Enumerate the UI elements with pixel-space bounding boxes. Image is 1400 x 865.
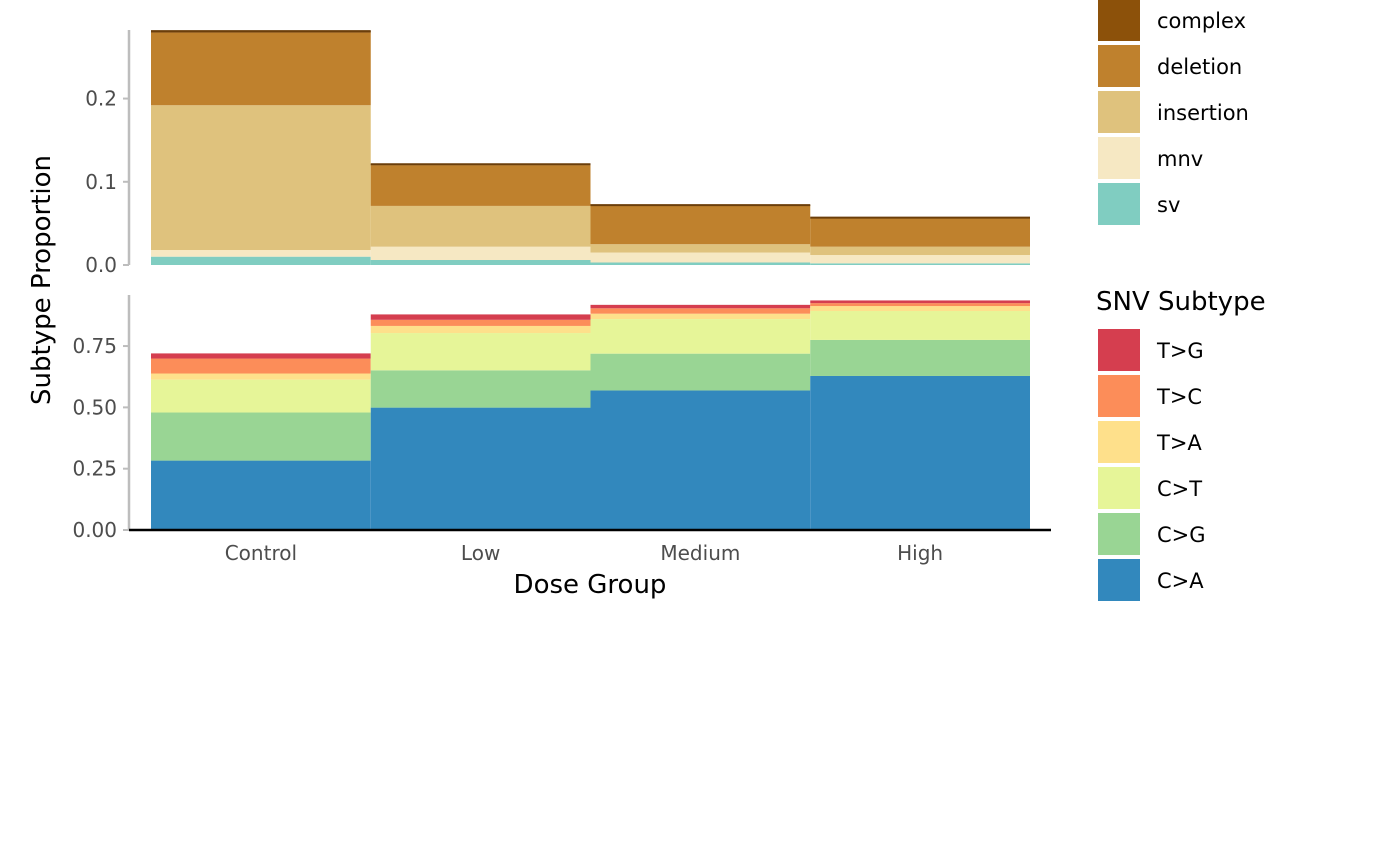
bar-segment-t-to-c-low bbox=[370, 319, 591, 326]
legend-snv-subtype: SNV Subtype T>G T>C T>A C>T C>G C>A bbox=[1096, 287, 1266, 601]
legend-title: SNV Subtype bbox=[1096, 287, 1266, 317]
legend-label-sv: sv bbox=[1157, 193, 1180, 217]
x-tick-label: Low bbox=[461, 541, 500, 565]
top-panel: 0.0 0.1 0.2 bbox=[85, 30, 1030, 277]
bar-segment-c-to-a-high bbox=[810, 375, 1030, 530]
bar-segment-mnv-control bbox=[151, 250, 371, 257]
bar-segment-mnv-low bbox=[370, 246, 591, 261]
bar-segment-sv-high bbox=[810, 263, 1030, 265]
bar-segment-c-to-g-high bbox=[810, 339, 1030, 376]
bar-segment-t-to-c-control bbox=[151, 358, 371, 374]
bar-segment-insertion-medium bbox=[590, 244, 811, 253]
legend-label-c-to-a: C>A bbox=[1157, 569, 1204, 593]
legend-label-t-to-g: T>G bbox=[1156, 339, 1204, 363]
x-tick-label: High bbox=[897, 541, 943, 565]
x-axis-title: Dose Group bbox=[514, 570, 667, 600]
bar-segment-t-to-a-low bbox=[370, 325, 591, 334]
bar-segment-c-to-g-control bbox=[151, 412, 371, 461]
bar-segment-deletion-high bbox=[810, 218, 1030, 247]
legend-label-complex: complex bbox=[1157, 9, 1246, 33]
bar-segment-t-to-g-low bbox=[370, 314, 591, 320]
y-tick-label: 0.25 bbox=[72, 457, 117, 481]
bar-segment-c-to-a-low bbox=[370, 407, 591, 530]
bar-segment-sv-low bbox=[370, 260, 591, 265]
bar-segment-t-to-g-high bbox=[810, 300, 1030, 304]
bar-segment-insertion-high bbox=[810, 246, 1030, 256]
legend-swatch-deletion bbox=[1098, 45, 1140, 87]
y-tick-label: 0.2 bbox=[85, 87, 117, 111]
legend-swatch-c-to-t bbox=[1098, 467, 1140, 509]
bars bbox=[151, 300, 1030, 530]
y-tick-label: 0.50 bbox=[72, 395, 117, 419]
bar-segment-c-to-t-low bbox=[370, 333, 591, 371]
legend-label-c-to-g: C>G bbox=[1157, 523, 1206, 547]
bar-segment-t-to-c-high bbox=[810, 303, 1030, 307]
legend-swatch-sv bbox=[1098, 183, 1140, 225]
bar-segment-mnv-medium bbox=[590, 252, 811, 263]
bar-segment-t-to-a-control bbox=[151, 373, 371, 380]
y-axis-title: Subtype Proportion bbox=[27, 155, 57, 405]
bar-segment-c-to-t-control bbox=[151, 379, 371, 413]
legend-label-c-to-t: C>T bbox=[1157, 477, 1202, 501]
bar-segment-c-to-a-medium bbox=[590, 390, 811, 530]
x-tick-label: Medium bbox=[660, 541, 740, 565]
bar-segment-deletion-control bbox=[151, 32, 371, 106]
legend-label-insertion: insertion bbox=[1157, 101, 1249, 125]
x-tick-label: Control bbox=[225, 541, 297, 565]
bar-segment-t-to-g-control bbox=[151, 353, 371, 359]
legend-swatch-t-to-a bbox=[1098, 421, 1140, 463]
bar-segment-t-to-g-medium bbox=[590, 304, 811, 309]
bar-segment-c-to-t-medium bbox=[590, 319, 811, 354]
bar-segment-c-to-g-low bbox=[370, 370, 591, 408]
bar-segment-insertion-low bbox=[370, 205, 591, 247]
bar-segment-c-to-a-control bbox=[151, 460, 371, 530]
bar-segment-t-to-c-medium bbox=[590, 308, 811, 314]
legend-label-t-to-c: T>C bbox=[1156, 385, 1202, 409]
bottom-panel: 0.00 0.25 0.50 0.75 Control Low Medium High bbox=[72, 295, 1051, 565]
y-tick-label: 0.75 bbox=[72, 334, 117, 358]
legend-label-t-to-a: T>A bbox=[1156, 431, 1202, 455]
bar-segment-deletion-medium bbox=[590, 205, 811, 245]
legend-label-mnv: mnv bbox=[1157, 147, 1203, 171]
legend-swatch-mnv bbox=[1098, 137, 1140, 179]
bar-segment-c-to-t-high bbox=[810, 310, 1030, 340]
bar-segment-sv-medium bbox=[590, 262, 811, 265]
legend-swatch-insertion bbox=[1098, 91, 1140, 133]
bar-segment-deletion-low bbox=[370, 165, 591, 206]
bar-segment-c-to-g-medium bbox=[590, 353, 811, 391]
bar-segment-t-to-a-high bbox=[810, 306, 1030, 311]
legend-swatch-c-to-a bbox=[1098, 559, 1140, 601]
legend-swatch-complex bbox=[1098, 0, 1140, 41]
bar-segment-mnv-high bbox=[810, 255, 1030, 264]
bar-segment-insertion-control bbox=[151, 105, 371, 251]
legend-swatch-c-to-g bbox=[1098, 513, 1140, 555]
legend-swatch-t-to-g bbox=[1098, 329, 1140, 371]
bar-segment-t-to-a-medium bbox=[590, 313, 811, 320]
legend-indel-types: complex deletion insertion mnv sv bbox=[1098, 0, 1249, 225]
legend-swatch-t-to-c bbox=[1098, 375, 1140, 417]
legend-label-deletion: deletion bbox=[1157, 55, 1242, 79]
y-tick-label: 0.00 bbox=[72, 518, 117, 542]
bars bbox=[151, 30, 1030, 265]
bar-segment-sv-control bbox=[151, 256, 371, 265]
y-tick-label: 0.1 bbox=[85, 170, 117, 194]
y-tick-label: 0.0 bbox=[85, 253, 117, 277]
